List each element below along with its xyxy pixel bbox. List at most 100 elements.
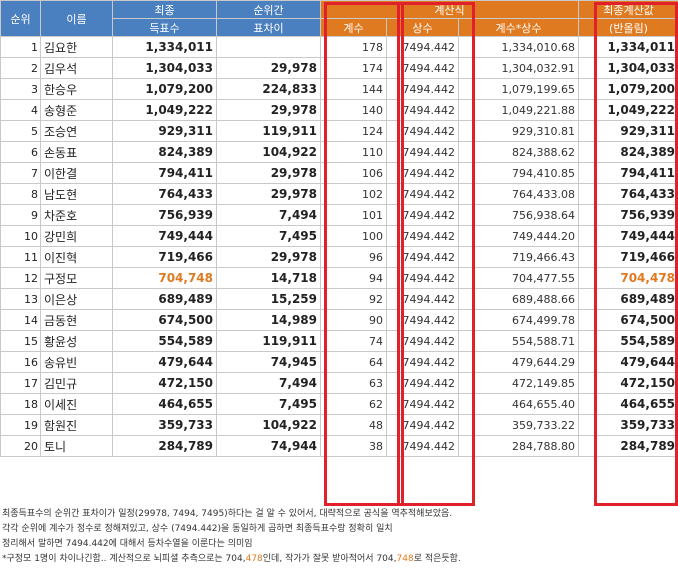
gap-cell: 7,495 bbox=[216, 393, 321, 415]
const-cell: 7494.442 bbox=[386, 351, 459, 373]
const-cell: 7494.442 bbox=[386, 330, 459, 352]
name-cell: 이한결 bbox=[40, 162, 113, 184]
header-gap-2: 표차이 bbox=[216, 18, 321, 37]
table-row: 4 송형준 1,049,222 29,978 140 7494.442 1,049,221.… bbox=[0, 99, 678, 121]
gap-cell bbox=[216, 36, 321, 58]
product-cell: 472,149.85 bbox=[457, 372, 580, 394]
name-cell: 한승우 bbox=[40, 78, 113, 100]
gap-cell: 7,494 bbox=[216, 372, 321, 394]
rounded-cell: 764,433 bbox=[578, 183, 678, 205]
name-cell: 김요한 bbox=[40, 36, 113, 58]
rank-cell: 13 bbox=[0, 288, 41, 310]
vote-table: 순위 이름 최종 순위간 계산식 최종계산값 득표수 표차이 계수 상수 계수*… bbox=[0, 0, 678, 457]
votes-cell: 1,304,033 bbox=[112, 57, 217, 79]
votes-cell: 284,789 bbox=[112, 435, 217, 457]
rank-cell: 20 bbox=[0, 435, 41, 457]
coef-cell: 96 bbox=[320, 246, 387, 268]
coef-cell: 64 bbox=[320, 351, 387, 373]
const-cell: 7494.442 bbox=[386, 372, 459, 394]
rank-cell: 3 bbox=[0, 78, 41, 100]
header-final-calc-2: (반올림) bbox=[578, 18, 678, 37]
votes-cell: 479,644 bbox=[112, 351, 217, 373]
rounded-cell: 464,655 bbox=[578, 393, 678, 415]
gap-cell: 14,989 bbox=[216, 309, 321, 331]
votes-cell: 359,733 bbox=[112, 414, 217, 436]
const-cell: 7494.442 bbox=[386, 393, 459, 415]
const-cell: 7494.442 bbox=[386, 120, 459, 142]
const-cell: 7494.442 bbox=[386, 246, 459, 268]
const-cell: 7494.442 bbox=[386, 225, 459, 247]
rounded-cell: 719,466 bbox=[578, 246, 678, 268]
gap-cell: 7,495 bbox=[216, 225, 321, 247]
product-cell: 1,334,010.68 bbox=[457, 36, 580, 58]
votes-cell: 704,748 bbox=[112, 267, 217, 289]
rank-cell: 9 bbox=[0, 204, 41, 226]
votes-cell: 1,049,222 bbox=[112, 99, 217, 121]
coef-cell: 90 bbox=[320, 309, 387, 331]
const-cell: 7494.442 bbox=[386, 78, 459, 100]
product-cell: 689,488.66 bbox=[457, 288, 580, 310]
table-row: 2 김우석 1,304,033 29,978 174 7494.442 1,304,032.… bbox=[0, 57, 678, 79]
gap-cell: 29,978 bbox=[216, 99, 321, 121]
table-row: 20 토니 284,789 74,944 38 7494.442 284,788.80 284… bbox=[0, 435, 678, 457]
votes-cell: 554,589 bbox=[112, 330, 217, 352]
table-row: 5 조승연 929,311 119,911 124 7494.442 929,310.81 9… bbox=[0, 120, 678, 142]
coef-cell: 102 bbox=[320, 183, 387, 205]
votes-cell: 1,079,200 bbox=[112, 78, 217, 100]
product-cell: 824,388.62 bbox=[457, 141, 580, 163]
product-cell: 719,466.43 bbox=[457, 246, 580, 268]
name-cell: 조승연 bbox=[40, 120, 113, 142]
name-cell: 김우석 bbox=[40, 57, 113, 79]
header-product: 계수*상수 bbox=[457, 18, 580, 37]
rounded-cell: 689,489 bbox=[578, 288, 678, 310]
gap-cell: 29,978 bbox=[216, 183, 321, 205]
rank-cell: 14 bbox=[0, 309, 41, 331]
gap-cell: 119,911 bbox=[216, 330, 321, 352]
rounded-cell: 749,444 bbox=[578, 225, 678, 247]
header-coef: 계수 bbox=[320, 18, 387, 37]
coef-cell: 92 bbox=[320, 288, 387, 310]
name-cell: 손동표 bbox=[40, 141, 113, 163]
table-row: 6 손동표 824,389 104,922 110 7494.442 824,388.62 8… bbox=[0, 141, 678, 163]
notes: 최종득표수의 순위간 표차이가 일정(29978, 7494, 7495)하다는… bbox=[2, 507, 678, 567]
header-const: 상수 bbox=[386, 18, 459, 37]
const-cell: 7494.442 bbox=[386, 267, 459, 289]
rounded-cell: 824,389 bbox=[578, 141, 678, 163]
note-line-4-a: *구정모 1명이 차이나긴함.. 계산적으로 뇌피셜 추측으로는 704, bbox=[2, 554, 246, 564]
coef-cell: 144 bbox=[320, 78, 387, 100]
rank-cell: 10 bbox=[0, 225, 41, 247]
const-cell: 7494.442 bbox=[386, 183, 459, 205]
votes-cell: 764,433 bbox=[112, 183, 217, 205]
rank-cell: 1 bbox=[0, 36, 41, 58]
name-cell: 이은상 bbox=[40, 288, 113, 310]
product-cell: 674,499.78 bbox=[457, 309, 580, 331]
header-row-2: 득표수 표차이 계수 상수 계수*상수 (반올림) bbox=[1, 18, 678, 37]
table-row: 1 김요한 1,334,011 178 7494.442 1,334,010.68 1,33… bbox=[0, 36, 678, 58]
name-cell: 토니 bbox=[40, 435, 113, 457]
name-cell: 이세진 bbox=[40, 393, 113, 415]
gap-cell: 74,944 bbox=[216, 435, 321, 457]
gap-cell: 29,978 bbox=[216, 162, 321, 184]
name-cell: 차준호 bbox=[40, 204, 113, 226]
note-line-4: *구정모 1명이 차이나긴함.. 계산적으로 뇌피셜 추측으로는 704,478… bbox=[2, 552, 678, 567]
note-line-4-d: 748 bbox=[396, 554, 414, 564]
name-cell: 금동현 bbox=[40, 309, 113, 331]
header-row-1: 순위 이름 최종 순위간 계산식 최종계산값 bbox=[0, 0, 678, 37]
table-row: 16 송유빈 479,644 74,945 64 7494.442 479,644.29 47… bbox=[0, 351, 678, 373]
gap-cell: 7,494 bbox=[216, 204, 321, 226]
product-cell: 1,079,199.65 bbox=[457, 78, 580, 100]
product-cell: 284,788.80 bbox=[457, 435, 580, 457]
const-cell: 7494.442 bbox=[386, 162, 459, 184]
coef-cell: 48 bbox=[320, 414, 387, 436]
product-cell: 764,433.08 bbox=[457, 183, 580, 205]
table-row: 15 황윤성 554,589 119,911 74 7494.442 554,588.71 5… bbox=[0, 330, 678, 352]
rounded-cell: 929,311 bbox=[578, 120, 678, 142]
rounded-cell: 1,304,033 bbox=[578, 57, 678, 79]
name-cell: 이진혁 bbox=[40, 246, 113, 268]
coef-cell: 62 bbox=[320, 393, 387, 415]
votes-cell: 689,489 bbox=[112, 288, 217, 310]
const-cell: 7494.442 bbox=[386, 57, 459, 79]
coef-cell: 94 bbox=[320, 267, 387, 289]
rank-cell: 2 bbox=[0, 57, 41, 79]
table-row: 7 이한결 794,411 29,978 106 7494.442 794,410.85 79… bbox=[0, 162, 678, 184]
